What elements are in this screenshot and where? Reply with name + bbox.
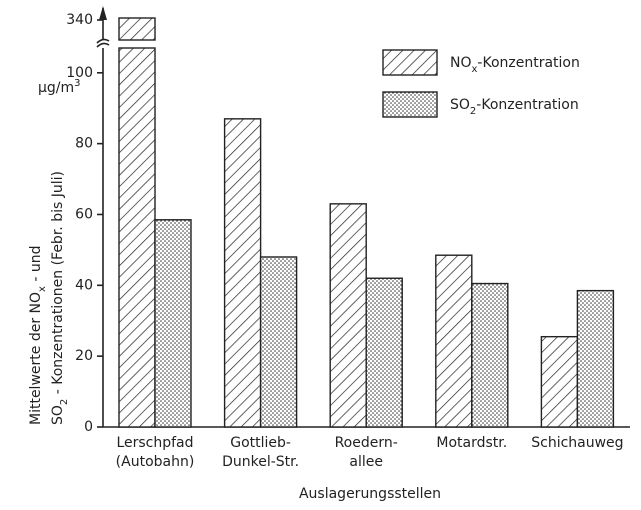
axis-arrow	[99, 6, 107, 20]
y-tick-label: 0	[84, 419, 93, 435]
bar	[365, 277, 403, 428]
legend-label: SO2-Konzentration	[450, 97, 579, 117]
y-axis-label: SO2 - Konzentrationen (Febr. bis Juli)	[50, 171, 70, 425]
bar	[435, 254, 473, 428]
y-axis-label: Mittelwerte der NOx - und	[28, 245, 48, 425]
y-tick-label: 20	[75, 348, 93, 364]
bar	[118, 47, 156, 428]
y-tick-label: 60	[75, 206, 93, 222]
y-tick-label: 340	[66, 12, 93, 28]
bar-upper	[118, 17, 156, 41]
legend-swatch	[382, 91, 438, 118]
bar	[576, 289, 615, 428]
y-tick-label: 40	[75, 277, 93, 293]
bar	[259, 256, 298, 428]
x-tick-label: Roedern-allee	[335, 435, 398, 470]
bar	[329, 203, 367, 428]
bar	[540, 335, 579, 428]
unit-label: µg/m3	[38, 78, 81, 97]
bar	[154, 219, 192, 428]
x-tick-label: Lerschpfad (Autobahn)	[116, 435, 195, 470]
axis-break	[96, 38, 110, 48]
y-tick-label: 100	[66, 65, 93, 81]
bar	[471, 282, 509, 428]
x-axis-label: Auslagerungsstellen	[299, 486, 441, 502]
x-tick-label: Schichauweg	[531, 435, 623, 451]
y-tick-label: 80	[75, 136, 93, 152]
x-tick-label: Motardstr.	[436, 435, 507, 451]
legend-swatch	[382, 49, 438, 76]
x-tick-label: Gottlieb-Dunkel-Str.	[222, 435, 299, 470]
bar	[223, 118, 262, 428]
legend-label: NOx-Konzentration	[450, 55, 580, 75]
